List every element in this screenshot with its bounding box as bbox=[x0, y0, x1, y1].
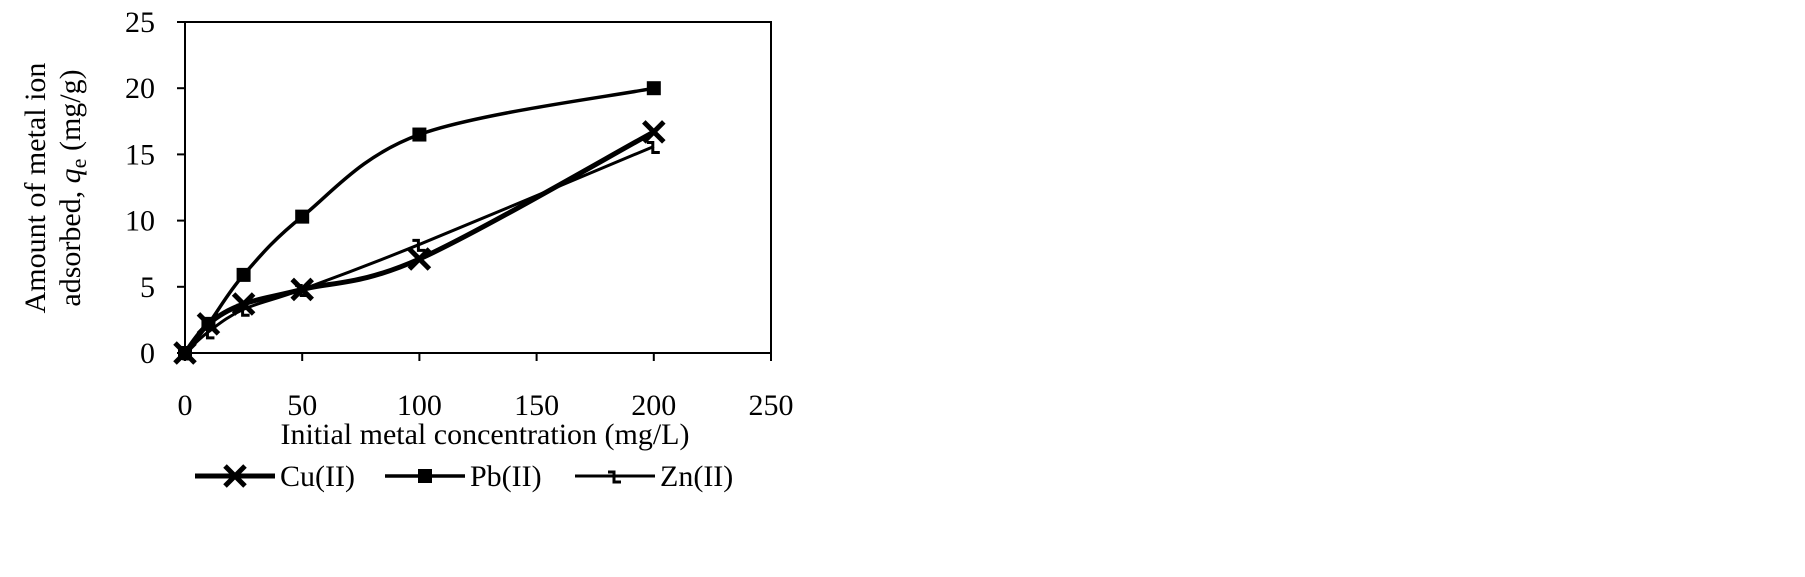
y-tick-label: 25 bbox=[125, 6, 155, 39]
y-axis-title-subscript: e bbox=[66, 159, 91, 169]
plot-area-border bbox=[184, 21, 772, 354]
legend-item: Pb(II) bbox=[385, 460, 542, 493]
legend-label: Zn(II) bbox=[660, 460, 733, 493]
data-point-tick bbox=[646, 140, 660, 154]
x-tick-label: 200 bbox=[631, 389, 676, 422]
y-axis-title: Amount of metal ion adsorbed, qe (mg/g) bbox=[19, 63, 91, 314]
legend: Cu(II) Pb(II) Zn(II) bbox=[195, 460, 733, 493]
data-point-tick bbox=[201, 326, 215, 340]
marker-x-stroke-b bbox=[642, 120, 666, 144]
axes bbox=[177, 21, 772, 361]
legend-marker bbox=[608, 470, 621, 484]
data-point-square bbox=[412, 127, 427, 142]
y-tick-label: 15 bbox=[125, 138, 155, 171]
y-axis-title-line1: Amount of metal ion bbox=[19, 63, 52, 314]
legend-item: Zn(II) bbox=[575, 460, 733, 493]
data-point-tick bbox=[236, 303, 250, 317]
x-tick-label: 250 bbox=[749, 389, 794, 422]
y-axis-title-symbol: q bbox=[54, 168, 87, 183]
legend-item: Cu(II) bbox=[195, 460, 355, 493]
y-tick-label: 5 bbox=[140, 271, 155, 304]
y-tick-label: 10 bbox=[125, 205, 155, 238]
data-point-tick bbox=[412, 238, 426, 252]
legend-label: Pb(II) bbox=[470, 460, 542, 493]
marker-x-stroke-b bbox=[223, 464, 247, 488]
y-axis-title-line2: adsorbed, qe (mg/g) bbox=[54, 69, 91, 306]
data-point-tick bbox=[178, 347, 191, 361]
series-zn-ii bbox=[178, 140, 660, 361]
data-point-tick bbox=[295, 283, 309, 297]
data-point-x bbox=[407, 247, 432, 271]
legend-label: Cu(II) bbox=[280, 460, 355, 493]
y-axis-title-prefix: adsorbed, bbox=[54, 183, 87, 306]
data-point-square bbox=[646, 81, 661, 96]
legend-marker bbox=[418, 469, 432, 483]
y-tick-label: 0 bbox=[140, 337, 155, 370]
series-group bbox=[173, 81, 666, 365]
x-tick-label: 150 bbox=[514, 389, 559, 422]
marker-x-stroke-b bbox=[407, 247, 432, 271]
x-tick-label: 50 bbox=[287, 389, 317, 422]
x-tick-label: 100 bbox=[397, 389, 442, 422]
x-tick-label: 0 bbox=[178, 389, 193, 422]
x-axis-title: Initial metal concentration (mg/L) bbox=[280, 418, 689, 451]
y-axis-title-unit: (mg/g) bbox=[54, 69, 87, 158]
data-point-square bbox=[236, 267, 251, 282]
data-point-x bbox=[642, 120, 666, 144]
legend-marker bbox=[223, 464, 247, 488]
y-tick-label: 20 bbox=[125, 72, 155, 105]
series-pb-ii bbox=[178, 81, 661, 360]
data-point-square bbox=[295, 209, 310, 224]
